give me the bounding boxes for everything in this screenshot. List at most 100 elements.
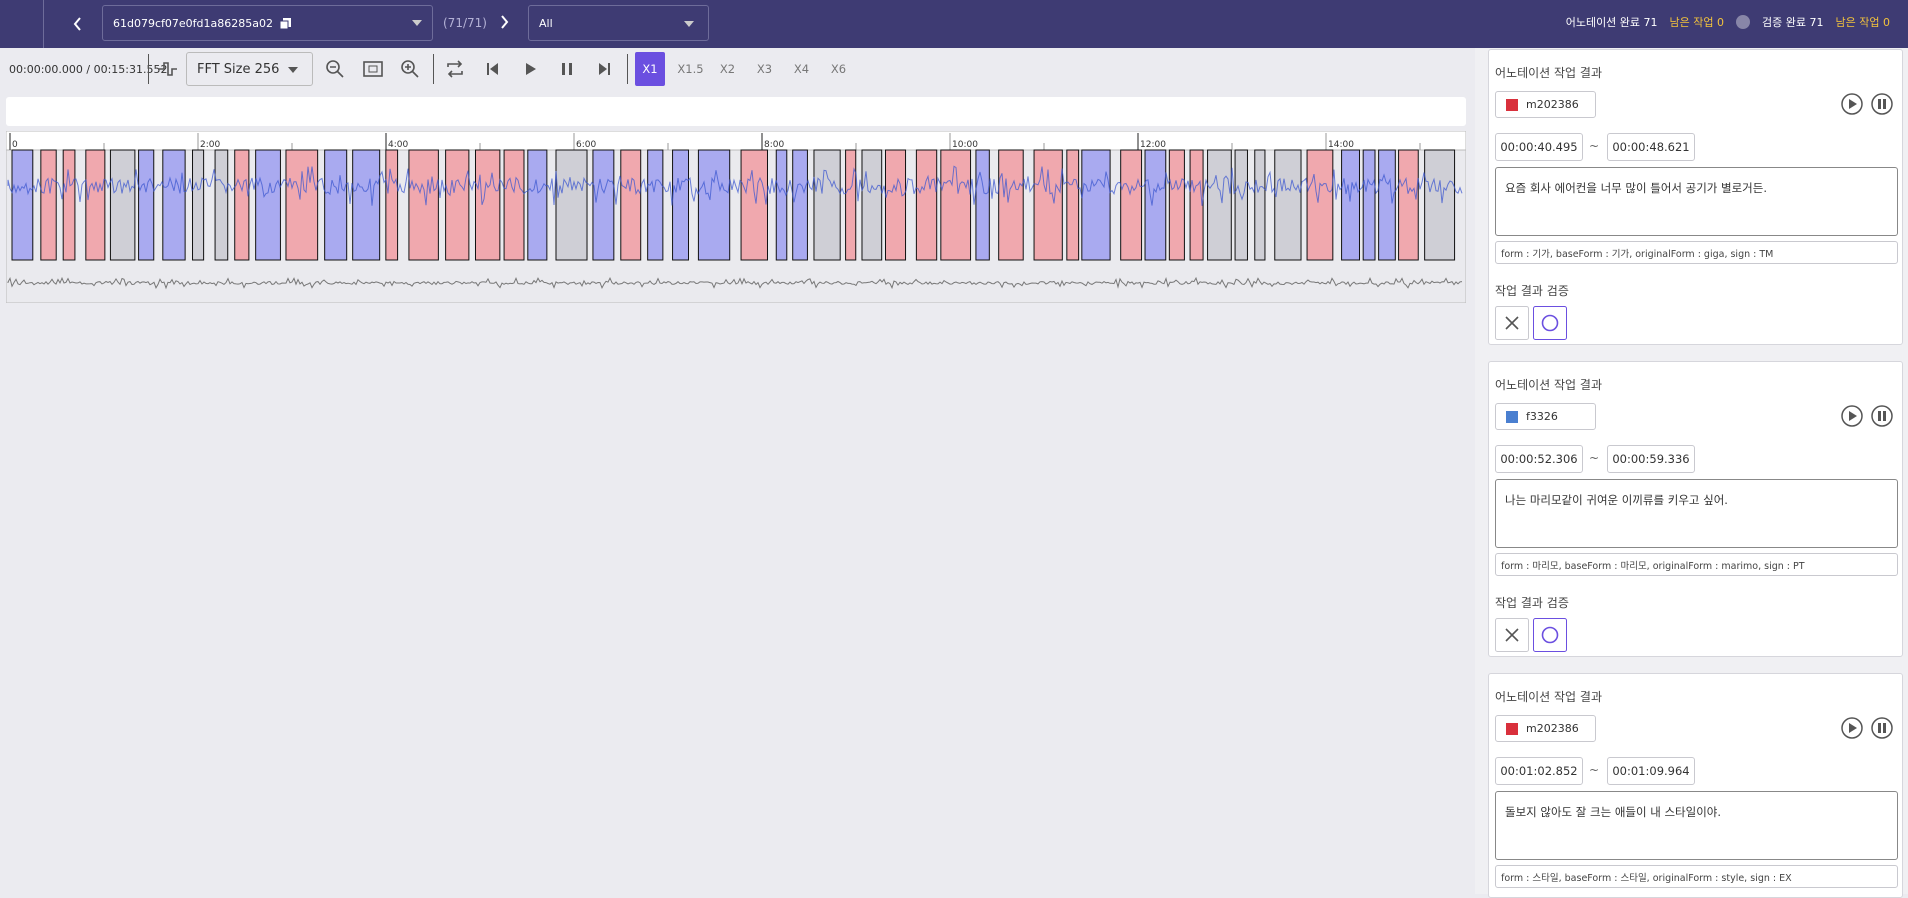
segment — [1066, 149, 1080, 261]
icon — [1505, 628, 1519, 642]
segment — [1189, 149, 1204, 261]
approve-button[interactable] — [1533, 306, 1567, 340]
icon — [1878, 99, 1881, 109]
segment — [40, 149, 57, 261]
segment — [385, 149, 399, 261]
icon — [1849, 723, 1857, 733]
skip-back[interactable] — [482, 58, 504, 80]
segment — [192, 149, 205, 261]
segment — [285, 149, 319, 261]
verify-title: 작업 결과 검증 — [1495, 284, 1569, 298]
caret — [288, 67, 298, 73]
segment — [62, 149, 76, 261]
stat: 남은 작업 0 — [1669, 16, 1725, 29]
pause[interactable] — [556, 58, 578, 80]
segment — [775, 149, 788, 261]
start-time[interactable]: 00:01:02.852 — [1495, 757, 1583, 785]
play-button[interactable] — [1841, 717, 1863, 739]
end-time[interactable]: 00:00:48.621 — [1607, 133, 1695, 161]
waveform — [7, 165, 1463, 206]
segment — [1254, 149, 1266, 261]
filter-select[interactable]: All — [528, 5, 709, 41]
filter: All — [539, 16, 553, 30]
speed-button[interactable]: X1.5 — [677, 62, 704, 76]
play-button[interactable] — [1841, 405, 1863, 427]
toggle[interactable] — [1736, 15, 1751, 29]
stat: 검증 완료 71 — [1762, 16, 1824, 29]
segment — [527, 149, 548, 261]
zoom-in[interactable] — [399, 58, 421, 80]
segment — [1341, 149, 1360, 261]
progress: (71/71) — [443, 16, 487, 30]
segment — [620, 149, 642, 261]
ruler-label: 4:00 — [388, 140, 408, 150]
file-select[interactable]: 61d079cf07e0fd1a86285a02 — [102, 5, 433, 41]
icon — [1541, 626, 1559, 644]
ruler-label: 6:00 — [576, 140, 596, 150]
icon — [1541, 314, 1559, 332]
play-button[interactable] — [1841, 93, 1863, 115]
transcript[interactable]: 돌보지 않아도 잘 크는 애들이 내 스타일이야. — [1495, 791, 1898, 860]
segment — [1274, 149, 1302, 261]
button-bg — [1871, 717, 1893, 739]
icon — [1878, 411, 1881, 421]
segment — [1378, 149, 1396, 261]
ruler-label: 0 — [12, 140, 18, 150]
speed-button[interactable]: X6 — [830, 62, 847, 76]
segment — [11, 149, 34, 261]
segment — [85, 149, 106, 261]
speed-button[interactable]: X1 — [635, 52, 665, 86]
speed-button[interactable]: X2 — [719, 62, 736, 76]
fft-select[interactable]: FFT Size 256 — [186, 52, 313, 86]
transcript[interactable]: 요즘 회사 에어컨을 너무 많이 틀어서 공기가 별로거든. — [1495, 167, 1898, 236]
approve-button[interactable] — [1533, 618, 1567, 652]
speaker-id: f3326 — [1526, 410, 1558, 423]
pause-button[interactable] — [1871, 93, 1893, 115]
minimap — [6, 97, 1466, 126]
segment — [1168, 149, 1185, 261]
next-file-button[interactable] — [494, 12, 514, 32]
fit[interactable] — [362, 58, 384, 80]
speaker-color — [1506, 722, 1518, 735]
reject-button[interactable] — [1495, 306, 1529, 340]
segment — [592, 149, 615, 261]
pause-button[interactable] — [1871, 405, 1893, 427]
card-title: 어노테이션 작업 결과 — [1495, 378, 1602, 392]
segment — [1081, 149, 1111, 261]
separator: ~ — [1589, 763, 1600, 777]
icon — [1878, 723, 1881, 733]
prev-file-button[interactable] — [68, 14, 88, 34]
start-time[interactable]: 00:00:40.495 — [1495, 133, 1583, 161]
speed-button[interactable]: X3 — [756, 62, 773, 76]
ruler-label: 2:00 — [200, 140, 220, 150]
skip-forward[interactable] — [593, 58, 615, 80]
speaker-id: m202386 — [1526, 98, 1579, 111]
stats: 어노테이션 완료 71 남은 작업 0 검증 완료 71 남은 작업 0 — [1566, 14, 1890, 30]
copy-icon[interactable] — [279, 16, 293, 30]
pause-button[interactable] — [1871, 717, 1893, 739]
loop[interactable] — [444, 58, 466, 80]
waveform-toggle[interactable] — [157, 58, 179, 80]
speed-button[interactable]: X4 — [793, 62, 810, 76]
speaker: m202386 — [1495, 91, 1596, 118]
divider — [148, 54, 149, 84]
segment — [234, 149, 250, 261]
fft-size: FFT Size 256 — [197, 61, 280, 77]
segment — [1120, 149, 1143, 261]
play[interactable] — [519, 58, 541, 80]
button-bg — [1533, 618, 1567, 652]
segment — [740, 149, 768, 261]
caret — [684, 21, 694, 27]
segment — [975, 149, 990, 261]
segment — [1424, 149, 1456, 261]
zoom-out[interactable] — [324, 58, 346, 80]
segment — [138, 149, 155, 261]
end-time[interactable]: 00:01:09.964 — [1607, 757, 1695, 785]
segment — [861, 149, 883, 261]
end-time[interactable]: 00:00:59.336 — [1607, 445, 1695, 473]
card-title: 어노테이션 작업 결과 — [1495, 66, 1602, 80]
transcript[interactable]: 나는 마리모같이 귀여운 이끼류를 키우고 싶어. — [1495, 479, 1898, 548]
reject-button[interactable] — [1495, 618, 1529, 652]
start-time[interactable]: 00:00:52.306 — [1495, 445, 1583, 473]
